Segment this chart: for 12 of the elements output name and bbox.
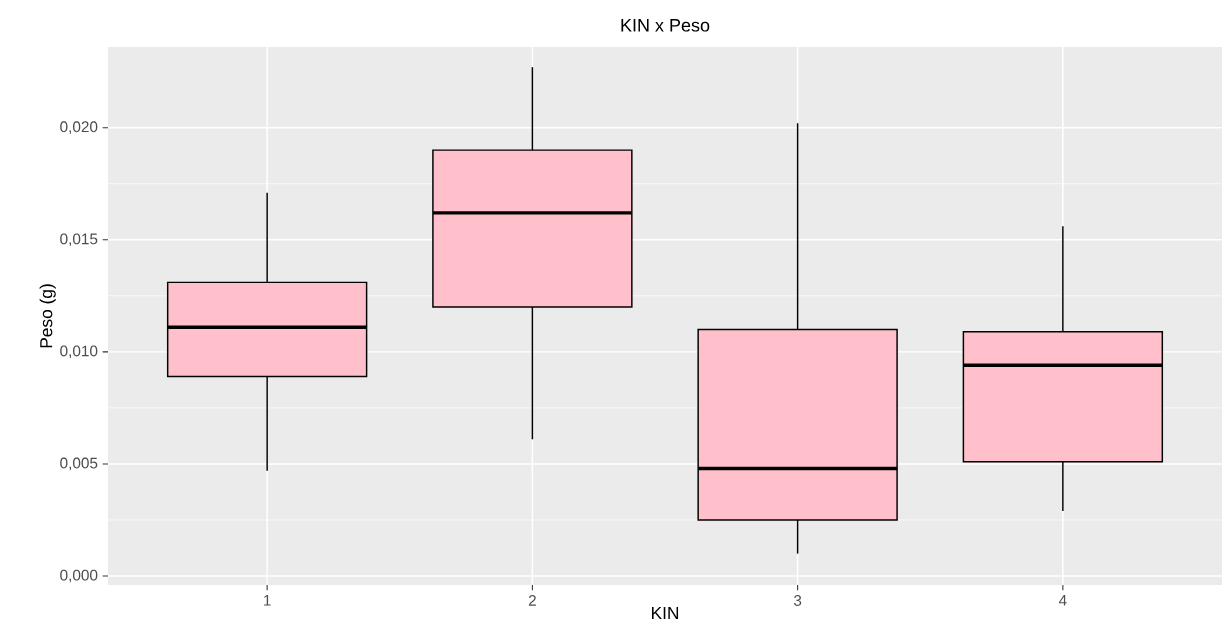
x-tick-label: 2: [528, 595, 536, 606]
y-axis-title: Peso (g): [39, 284, 56, 348]
y-tick-label: 0,020: [60, 121, 98, 135]
x-tick-label: 4: [1058, 595, 1067, 606]
y-tick-label: 0,015: [60, 233, 98, 247]
x-tick-label: 3: [793, 595, 802, 606]
y-tick-label: 0,010: [60, 345, 98, 359]
x-tick-label: 1: [264, 595, 271, 606]
y-tick-label: 0,005: [60, 457, 98, 471]
y-tick-label: 0,000: [60, 569, 98, 583]
chart-title: KIN x Peso: [621, 19, 710, 32]
x-axis-title: KIN: [651, 607, 679, 619]
